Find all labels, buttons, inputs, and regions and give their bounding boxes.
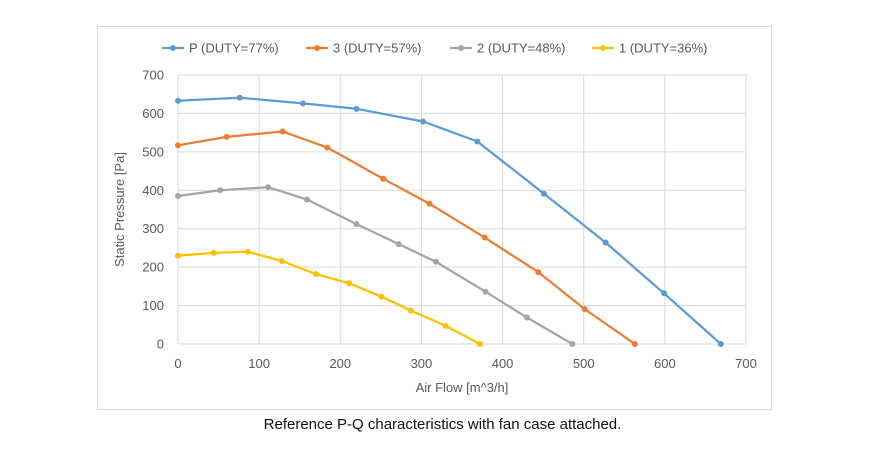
data-point: [632, 341, 638, 347]
data-point: [380, 176, 386, 182]
series-line-4: [178, 252, 480, 344]
data-point: [474, 138, 480, 144]
series-line-2: [178, 132, 635, 345]
data-point: [524, 314, 530, 320]
data-point: [175, 193, 181, 199]
y-tick-label: 700: [142, 68, 164, 83]
y-tick-label: 300: [142, 221, 164, 236]
x-tick-label: 600: [654, 356, 676, 371]
data-point: [433, 259, 439, 265]
data-point: [541, 191, 547, 197]
x-axis-title: Air Flow [m^3/h]: [416, 380, 509, 395]
data-point: [313, 271, 319, 277]
x-tick-label: 200: [329, 356, 351, 371]
data-point: [175, 98, 181, 104]
y-tick-label: 600: [142, 106, 164, 121]
chart-svg: 0 100 200 300 400 500 600 700 0 100 200 300 400 500 60…: [98, 27, 773, 411]
data-point: [535, 269, 541, 275]
data-point: [443, 323, 449, 329]
data-point: [237, 95, 243, 101]
legend-entry-label: 1 (DUTY=36%): [619, 41, 708, 56]
y-tick-label: 500: [142, 144, 164, 159]
data-point: [265, 184, 271, 190]
data-point: [427, 201, 433, 207]
y-tick-label: 200: [142, 260, 164, 275]
data-point: [718, 341, 724, 347]
x-tick-label: 700: [735, 356, 757, 371]
data-point: [324, 145, 330, 151]
data-point: [603, 240, 609, 246]
data-point: [354, 221, 360, 227]
chart-frame: 0 100 200 300 400 500 600 700 0 100 200 300 400 500 60…: [97, 26, 772, 410]
data-point: [279, 258, 285, 264]
data-point: [420, 118, 426, 124]
y-tick-label: 100: [142, 298, 164, 313]
data-point: [300, 100, 306, 106]
y-axis-title: Static Pressure [Pa]: [112, 152, 127, 267]
data-point: [175, 253, 181, 259]
legend-swatch-marker: [170, 45, 176, 51]
legend-swatch-marker: [600, 45, 606, 51]
data-point: [217, 187, 223, 193]
y-tick-label: 400: [142, 183, 164, 198]
data-point: [396, 241, 402, 247]
data-point: [346, 280, 352, 286]
data-point: [379, 294, 385, 300]
y-tick-label: 0: [157, 337, 164, 352]
data-point: [408, 308, 414, 314]
data-point: [354, 106, 360, 112]
x-tick-label: 300: [411, 356, 433, 371]
data-point: [569, 341, 575, 347]
data-point: [211, 250, 217, 256]
data-point: [245, 249, 251, 255]
x-tick-label: 0: [174, 356, 181, 371]
legend-entry-label: P (DUTY=77%): [189, 41, 279, 56]
data-point: [483, 289, 489, 295]
data-point: [477, 341, 483, 347]
x-tick-label: 400: [492, 356, 514, 371]
data-point: [582, 306, 588, 312]
x-tick-label: 100: [248, 356, 270, 371]
legend-entry-label: 3 (DUTY=57%): [333, 41, 422, 56]
chart-caption: Reference P-Q characteristics with fan c…: [0, 416, 870, 433]
legend-swatch-marker: [458, 45, 464, 51]
data-point: [280, 128, 286, 134]
legend-entry-label: 2 (DUTY=48%): [477, 41, 566, 56]
series-line-3: [178, 187, 572, 344]
data-point: [661, 290, 667, 296]
data-point: [304, 197, 310, 203]
data-point: [482, 235, 488, 241]
data-point: [175, 142, 181, 148]
legend-swatch-marker: [314, 45, 320, 51]
data-point: [224, 134, 230, 140]
x-tick-label: 500: [573, 356, 595, 371]
